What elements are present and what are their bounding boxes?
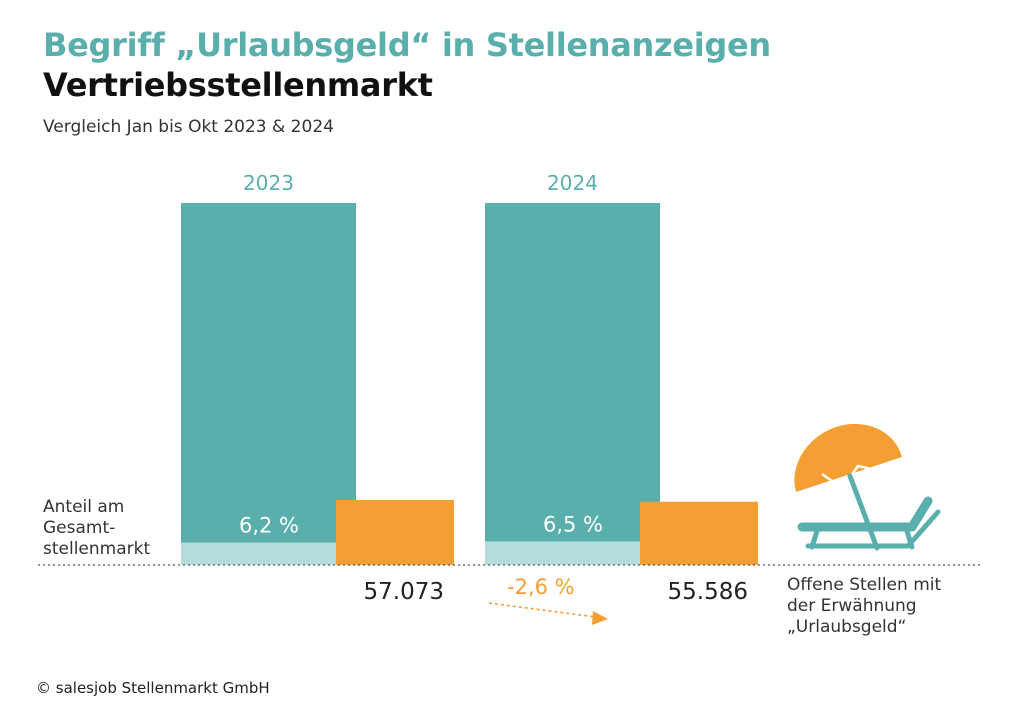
count-bar-2023: [336, 500, 454, 565]
chart-marks: 2023 6,2 % 57.073 2024 6,5 % 55.586: [181, 171, 758, 605]
deck-chair-icon: [794, 423, 941, 551]
total-bar-2023: [181, 203, 356, 565]
change-arrow-icon: [488, 602, 608, 625]
count-value-label-2023: 57.073: [364, 579, 444, 605]
share-axis-label: Anteil am Gesamt- stellenmarkt: [43, 497, 151, 559]
count-value-label-2024: 55.586: [668, 579, 748, 605]
total-bar-2024: [485, 203, 660, 565]
count-bar-2024: [640, 501, 758, 565]
chart-subtitle: Vertriebsstellenmarkt: [43, 66, 433, 104]
share-value-label-2023: 6,2 %: [239, 514, 299, 538]
change-label: -2,6 %: [507, 575, 575, 599]
share-bar-2023: [181, 542, 336, 565]
chart-title: Begriff „Urlaubsgeld“ in Stellenanzeigen: [43, 26, 771, 64]
year-label-2023: 2023: [243, 171, 294, 195]
year-label-2024: 2024: [547, 171, 598, 195]
copyright-footer: © salesjob Stellenmarkt GmbH: [36, 679, 270, 697]
chart-caption: Vergleich Jan bis Okt 2023 & 2024: [43, 117, 334, 137]
share-value-label-2024: 6,5 %: [543, 512, 603, 536]
share-bar-2024: [485, 541, 640, 565]
series-label: Offene Stellen mit der Erwähnung „Urlaub…: [787, 575, 942, 637]
